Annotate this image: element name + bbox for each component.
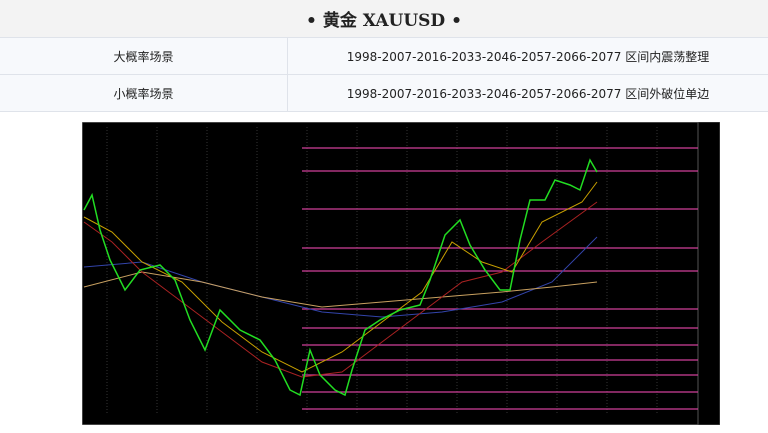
- table-cell: 大概率场景: [0, 37, 288, 75]
- price-line: [83, 158, 598, 397]
- price-chart-image: [82, 122, 720, 425]
- level-lines: [302, 147, 698, 410]
- scenario-table: 大概率场景 1998-2007-2016-2033-2046-2057-2066…: [0, 37, 768, 112]
- table-cell: 小概率场景: [0, 74, 288, 112]
- table-cell: 1998-2007-2016-2033-2046-2057-2066-2077 …: [287, 74, 768, 112]
- table-row: 小概率场景 1998-2007-2016-2033-2046-2057-2066…: [0, 74, 768, 112]
- table-cell: 1998-2007-2016-2033-2046-2057-2066-2077 …: [287, 37, 768, 75]
- moving-average: [83, 201, 598, 378]
- table-row: 大概率场景 1998-2007-2016-2033-2046-2057-2066…: [0, 37, 768, 75]
- price-scale: [697, 122, 720, 425]
- moving-average: [83, 236, 598, 318]
- title: • 黄金 XAUUSD •: [0, 0, 768, 37]
